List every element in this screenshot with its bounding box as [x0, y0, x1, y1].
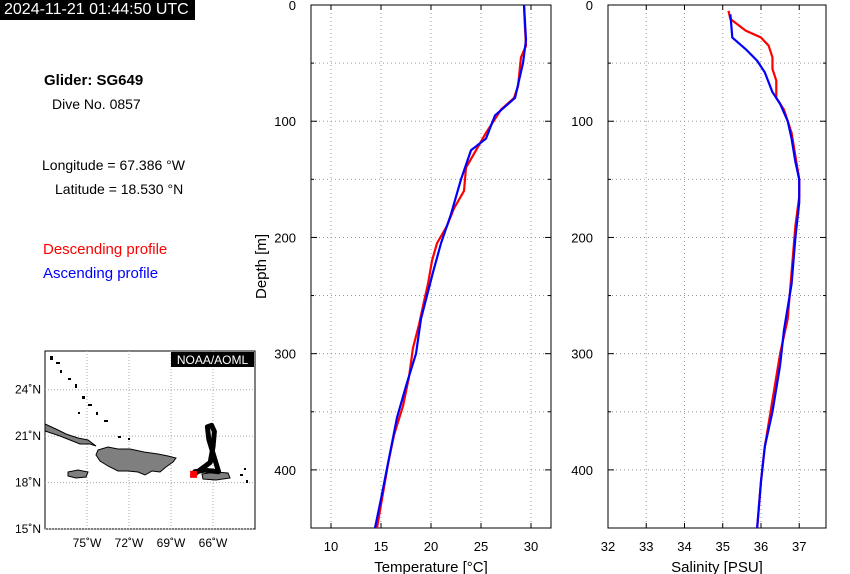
map-small-islands	[50, 356, 248, 483]
y-tick-label: 300	[571, 347, 593, 362]
descending-profile-line	[375, 4, 528, 529]
y-tick-label: 200	[571, 230, 593, 245]
map-lat-tick: 15˚N	[15, 522, 41, 536]
map-lat-tick: 18˚N	[15, 476, 41, 490]
map-lat-tick: 21˚N	[15, 429, 41, 443]
map-lat-tick: 24˚N	[15, 383, 41, 397]
y-tick-label: 400	[571, 463, 593, 478]
y-tick-label: 100	[571, 114, 593, 129]
longitude-label: Longitude = 67.386 °W	[42, 157, 185, 173]
legend-ascending: Ascending profile	[43, 265, 159, 282]
y-tick-label: 400	[274, 463, 296, 478]
x-tick-label: 36	[754, 539, 768, 554]
x-tick-label: 32	[601, 539, 615, 554]
x-tick-label: 37	[792, 539, 806, 554]
y-tick-label: 300	[274, 347, 296, 362]
x-tick-label: 10	[324, 539, 338, 554]
legend-descending: Descending profile	[43, 241, 168, 258]
dive-number: Dive No. 0857	[52, 96, 141, 112]
plot-frame	[607, 4, 827, 529]
map-credit-bg	[171, 352, 254, 367]
x-tick-label: 35	[716, 539, 730, 554]
map-lon-tick: 69˚W	[157, 536, 186, 550]
timestamp: 2024-11-21 01:44:50 UTC	[0, 0, 195, 20]
map-lon-tick: 75˚W	[73, 536, 102, 550]
x-tick-label: 25	[474, 539, 488, 554]
x-tick-label: 20	[424, 539, 438, 554]
ascending-profile-line	[729, 14, 801, 529]
y-tick-label: 100	[274, 114, 296, 129]
glider-name: Glider: SG649	[44, 72, 144, 89]
latitude-label: Latitude = 18.530 °N	[55, 181, 184, 197]
map-grid	[45, 351, 255, 530]
x-tick-label: 34	[677, 539, 691, 554]
ascending-profile-line	[373, 4, 528, 529]
map-credit: NOAA/AOML	[177, 353, 249, 367]
hispaniola-island	[95, 446, 177, 476]
map-lon-tick: 66˚W	[199, 536, 228, 550]
x-axis-label: Temperature [°C]	[374, 559, 488, 574]
jamaica-island	[67, 469, 89, 479]
glider-track	[191, 422, 222, 477]
map-lon-labels: 75˚W 72˚W 69˚W 66˚W	[73, 536, 228, 550]
y-tick-label: 0	[586, 0, 593, 13]
y-tick-label: 200	[274, 230, 296, 245]
x-tick-label: 15	[374, 539, 388, 554]
x-axis-label: Salinity [PSU]	[671, 559, 763, 574]
salinity-chart: 32 33 34 35 36 37 0 100 200 300 400 Salinity [PSU]	[571, 0, 827, 574]
cuba-coast	[44, 423, 97, 447]
x-tick-label: 30	[524, 539, 538, 554]
map-lon-tick: 72˚W	[115, 536, 144, 550]
x-tick-label: 33	[639, 539, 653, 554]
y-tick-label: 0	[289, 0, 296, 13]
y-axis-label: Depth [m]	[253, 234, 270, 299]
map-lat-labels: 24˚N 21˚N 18˚N 15˚N	[15, 383, 41, 536]
glider-position-marker	[190, 470, 198, 478]
